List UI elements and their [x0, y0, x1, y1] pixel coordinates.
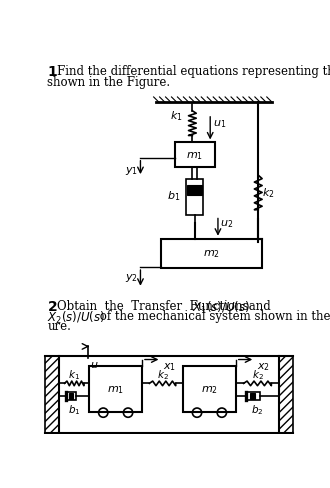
Bar [161, 239, 262, 268]
Text: $X_2(s)/U(s)$: $X_2(s)/U(s)$ [48, 309, 106, 325]
Bar [186, 180, 203, 215]
Text: of the mechanical system shown in the Fig-: of the mechanical system shown in the Fi… [95, 309, 330, 322]
Text: $k_1$: $k_1$ [68, 367, 80, 381]
Text: $\mathbf{2}$: $\mathbf{2}$ [48, 299, 58, 313]
Text: $m_1$: $m_1$ [186, 149, 203, 161]
Text: and: and [245, 299, 271, 312]
Text: $x_1$: $x_1$ [163, 361, 176, 372]
Text: $b_1$: $b_1$ [68, 402, 81, 416]
Text: $k_1$: $k_1$ [170, 108, 183, 122]
Bar [246, 392, 260, 400]
Text: $X_1(s)/U(s)$: $X_1(s)/U(s)$ [192, 299, 250, 315]
Text: $y_1$: $y_1$ [125, 164, 138, 177]
Text: ure.: ure. [48, 319, 71, 332]
Text: $k_2$: $k_2$ [157, 367, 168, 381]
Bar [250, 393, 255, 399]
Text: Obtain  the  Transfer  Functions: Obtain the Transfer Functions [57, 299, 248, 312]
Bar [175, 143, 215, 168]
Text: $b_2$: $b_2$ [251, 402, 264, 416]
Text: $u_1$: $u_1$ [213, 118, 226, 129]
Bar [45, 357, 59, 433]
Text: $\mathbf{1}$: $\mathbf{1}$ [48, 65, 58, 79]
Text: $u_2$: $u_2$ [220, 218, 233, 229]
Text: $x_2$: $x_2$ [257, 361, 270, 372]
Bar [66, 392, 76, 400]
Bar [187, 186, 202, 196]
Text: $y_2$: $y_2$ [125, 271, 138, 284]
Text: $k_2$: $k_2$ [262, 186, 275, 200]
Bar [279, 357, 293, 433]
Text: Find the differential equations representing the system: Find the differential equations represen… [57, 65, 330, 78]
Text: $m_2$: $m_2$ [203, 248, 220, 260]
Text: $k_2$: $k_2$ [251, 367, 263, 381]
Bar [69, 393, 73, 399]
Bar [89, 366, 142, 412]
Text: $m_1$: $m_1$ [107, 383, 124, 395]
Text: $b_1$: $b_1$ [167, 188, 181, 202]
Text: shown in the Figure.: shown in the Figure. [48, 76, 171, 88]
Bar [183, 366, 236, 412]
Text: $u$: $u$ [90, 359, 99, 369]
Text: $m_2$: $m_2$ [201, 383, 218, 395]
